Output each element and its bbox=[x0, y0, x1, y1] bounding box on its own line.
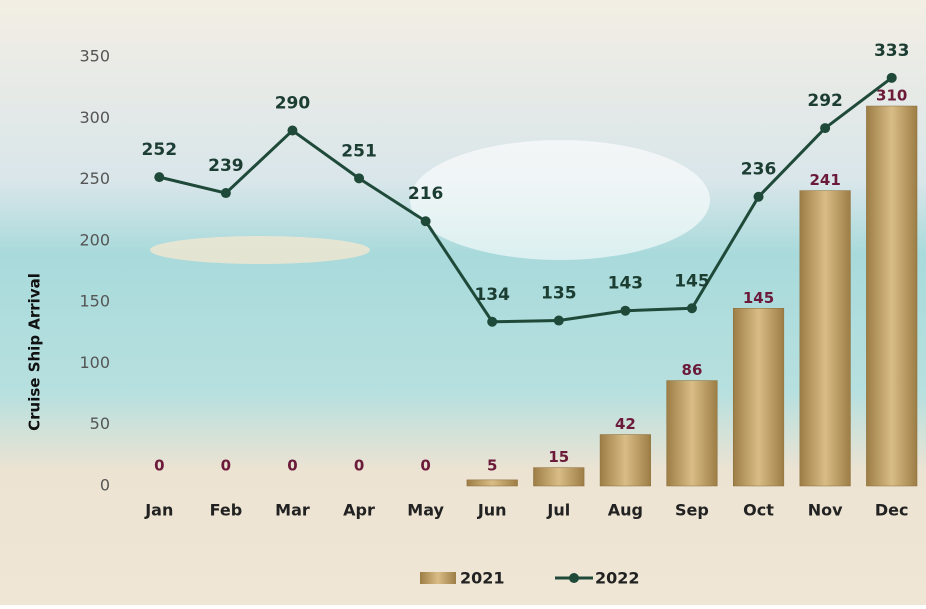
bar-value-label: 15 bbox=[548, 448, 569, 466]
bar-value-label: 145 bbox=[743, 289, 774, 307]
bar-value-label: 0 bbox=[354, 457, 364, 475]
legend-swatch bbox=[420, 572, 456, 584]
x-tick-label: Dec bbox=[875, 501, 909, 520]
x-tick-label: Jun bbox=[477, 501, 507, 520]
line-point bbox=[686, 303, 697, 314]
bar-value-label: 86 bbox=[682, 361, 703, 379]
line-value-label: 135 bbox=[541, 284, 577, 304]
bar-value-label: 0 bbox=[154, 457, 164, 475]
legend-label: 2021 bbox=[460, 569, 505, 588]
bar bbox=[666, 380, 718, 487]
legend-swatch bbox=[569, 573, 579, 583]
line-point bbox=[154, 172, 165, 183]
line-value-label: 251 bbox=[341, 141, 377, 161]
line-value-label: 236 bbox=[741, 160, 777, 180]
x-tick-label: Oct bbox=[743, 501, 774, 520]
line-point bbox=[553, 315, 564, 326]
bar-value-label: 310 bbox=[876, 87, 907, 105]
line-value-label: 292 bbox=[807, 91, 843, 111]
line-value-label: 239 bbox=[208, 156, 244, 176]
line-value-label: 216 bbox=[408, 184, 444, 204]
bar-value-label: 0 bbox=[221, 457, 231, 475]
line-point bbox=[886, 72, 897, 83]
x-tick-label: Feb bbox=[210, 501, 243, 520]
line-value-label: 145 bbox=[674, 271, 710, 291]
x-tick-label: Apr bbox=[343, 501, 375, 520]
y-tick-label: 350 bbox=[79, 47, 110, 66]
line-point bbox=[487, 316, 498, 327]
bar bbox=[732, 308, 785, 487]
line-point bbox=[620, 305, 631, 316]
x-tick-label: Mar bbox=[275, 501, 310, 520]
line-point bbox=[820, 123, 831, 134]
line-value-label: 252 bbox=[142, 140, 178, 160]
line-value-label: 134 bbox=[474, 285, 510, 305]
line-value-label: 143 bbox=[608, 274, 644, 294]
bar-value-label: 5 bbox=[487, 457, 497, 475]
line-point bbox=[420, 216, 431, 227]
x-tick-label: Nov bbox=[808, 501, 843, 520]
ship-shape bbox=[410, 140, 710, 260]
bar-value-label: 0 bbox=[287, 457, 297, 475]
y-axis-title: Cruise Ship Arrival bbox=[26, 273, 44, 431]
bar bbox=[533, 467, 585, 487]
bar bbox=[599, 434, 651, 487]
line-value-label: 333 bbox=[874, 41, 910, 61]
legend-label: 2022 bbox=[595, 569, 640, 588]
x-tick-label: Jan bbox=[144, 501, 173, 520]
bar-value-label: 241 bbox=[809, 171, 840, 189]
y-tick-label: 50 bbox=[90, 414, 110, 433]
line-point bbox=[220, 188, 231, 199]
island bbox=[150, 236, 370, 264]
x-tick-label: May bbox=[407, 501, 444, 520]
bar bbox=[466, 479, 518, 487]
x-tick-label: Aug bbox=[608, 501, 643, 520]
bar-value-label: 0 bbox=[420, 457, 430, 475]
line-point bbox=[287, 125, 298, 136]
y-tick-label: 150 bbox=[79, 292, 110, 311]
line-value-label: 290 bbox=[275, 94, 311, 114]
y-tick-label: 100 bbox=[79, 353, 110, 372]
y-tick-label: 250 bbox=[79, 169, 110, 188]
x-tick-label: Jul bbox=[546, 501, 570, 520]
line-point bbox=[354, 173, 365, 184]
bar bbox=[866, 105, 918, 487]
line-point bbox=[753, 191, 764, 202]
y-tick-label: 200 bbox=[79, 230, 110, 249]
y-tick-label: 300 bbox=[79, 108, 110, 127]
x-tick-label: Sep bbox=[675, 501, 709, 520]
y-tick-label: 0 bbox=[100, 476, 110, 495]
bar-value-label: 42 bbox=[615, 415, 636, 433]
bar bbox=[799, 190, 851, 487]
line bbox=[158, 76, 893, 324]
